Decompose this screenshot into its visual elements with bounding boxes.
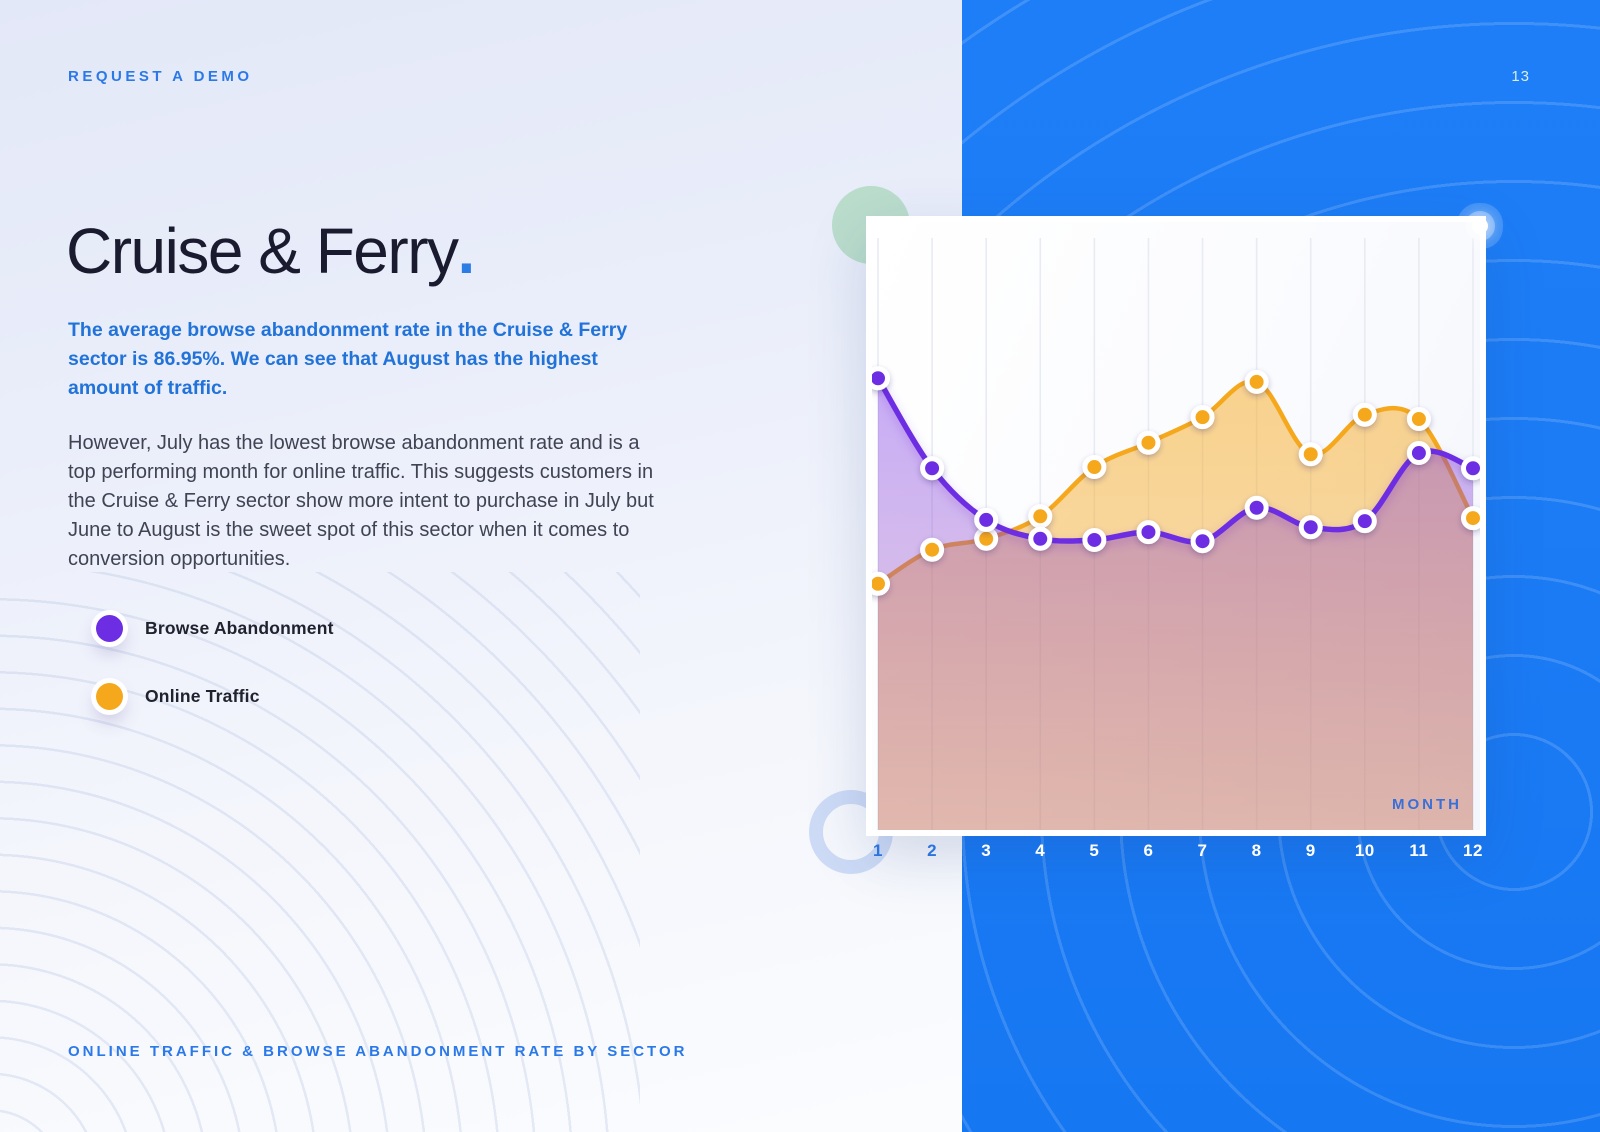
month-label-2: 2 bbox=[927, 841, 938, 860]
point-browse-abandonment-8 bbox=[1244, 495, 1269, 520]
title-period-accent: . bbox=[457, 215, 476, 287]
page-title-text: Cruise & Ferry bbox=[66, 215, 459, 287]
month-label-4: 4 bbox=[1035, 841, 1046, 860]
legend-label-browse-abandonment: Browse Abandonment bbox=[145, 617, 334, 638]
area-browse-abandonment bbox=[878, 378, 1473, 830]
point-browse-abandonment-11 bbox=[1406, 441, 1431, 466]
point-online-traffic-4 bbox=[1028, 504, 1053, 529]
point-browse-abandonment-7 bbox=[1190, 529, 1215, 554]
month-label-10: 10 bbox=[1354, 841, 1375, 860]
highlight-paragraph: The average browse abandonment rate in t… bbox=[68, 319, 628, 399]
point-online-traffic-12 bbox=[1461, 506, 1480, 531]
point-browse-abandonment-4 bbox=[1028, 526, 1053, 551]
x-axis-labels: 1 2 3 4 5 6 7 8 9 10 11 12 bbox=[872, 841, 1483, 863]
point-online-traffic-11 bbox=[1406, 406, 1431, 431]
point-browse-abandonment-5 bbox=[1082, 527, 1107, 552]
point-browse-abandonment-10 bbox=[1352, 509, 1377, 534]
legend-item-online-traffic: Online Traffic bbox=[96, 680, 334, 712]
point-online-traffic-2 bbox=[920, 537, 945, 562]
point-browse-abandonment-3 bbox=[974, 507, 999, 532]
x-axis-title: MONTH bbox=[1392, 796, 1462, 813]
month-label-3: 3 bbox=[981, 841, 992, 860]
month-label-5: 5 bbox=[1089, 841, 1100, 860]
ping-dot-decoration bbox=[1472, 218, 1488, 234]
concentric-rings-decoration-left bbox=[0, 572, 640, 1132]
line-chart bbox=[872, 238, 1480, 830]
request-demo-link[interactable]: REQUEST A DEMO bbox=[68, 68, 253, 85]
legend-item-browse-abandonment: Browse Abandonment bbox=[96, 612, 334, 644]
month-label-9: 9 bbox=[1305, 841, 1316, 860]
page-title: Cruise & Ferry. bbox=[66, 214, 476, 288]
point-browse-abandonment-9 bbox=[1298, 515, 1323, 540]
online-traffic-dot-icon bbox=[96, 682, 123, 710]
page-number: 13 bbox=[1511, 68, 1530, 85]
chart-card bbox=[866, 216, 1486, 836]
body-paragraph: However, July has the lowest browse aban… bbox=[68, 432, 654, 570]
point-online-traffic-8 bbox=[1244, 369, 1269, 394]
browse-abandonment-dot-icon bbox=[96, 614, 123, 642]
month-label-11: 11 bbox=[1409, 841, 1429, 860]
point-online-traffic-1 bbox=[872, 571, 890, 596]
point-browse-abandonment-12 bbox=[1461, 456, 1480, 481]
legend-label-online-traffic: Online Traffic bbox=[145, 685, 260, 706]
point-browse-abandonment-6 bbox=[1136, 520, 1161, 545]
month-label-6: 6 bbox=[1143, 841, 1154, 860]
point-online-traffic-10 bbox=[1352, 402, 1377, 427]
month-label-7: 7 bbox=[1197, 841, 1208, 860]
chart-legend: Browse Abandonment Online Traffic bbox=[96, 612, 334, 748]
month-label-1: 1 bbox=[873, 841, 883, 860]
point-online-traffic-3 bbox=[974, 526, 999, 551]
point-online-traffic-5 bbox=[1082, 455, 1107, 480]
month-label-12: 12 bbox=[1463, 841, 1483, 860]
point-online-traffic-7 bbox=[1190, 405, 1215, 430]
footer-section-title: ONLINE TRAFFIC & BROWSE ABANDONMENT RATE… bbox=[68, 1043, 688, 1060]
point-online-traffic-6 bbox=[1136, 430, 1161, 455]
point-browse-abandonment-1 bbox=[872, 366, 890, 391]
month-label-8: 8 bbox=[1251, 841, 1262, 860]
point-browse-abandonment-2 bbox=[920, 456, 945, 481]
point-online-traffic-9 bbox=[1298, 442, 1323, 467]
